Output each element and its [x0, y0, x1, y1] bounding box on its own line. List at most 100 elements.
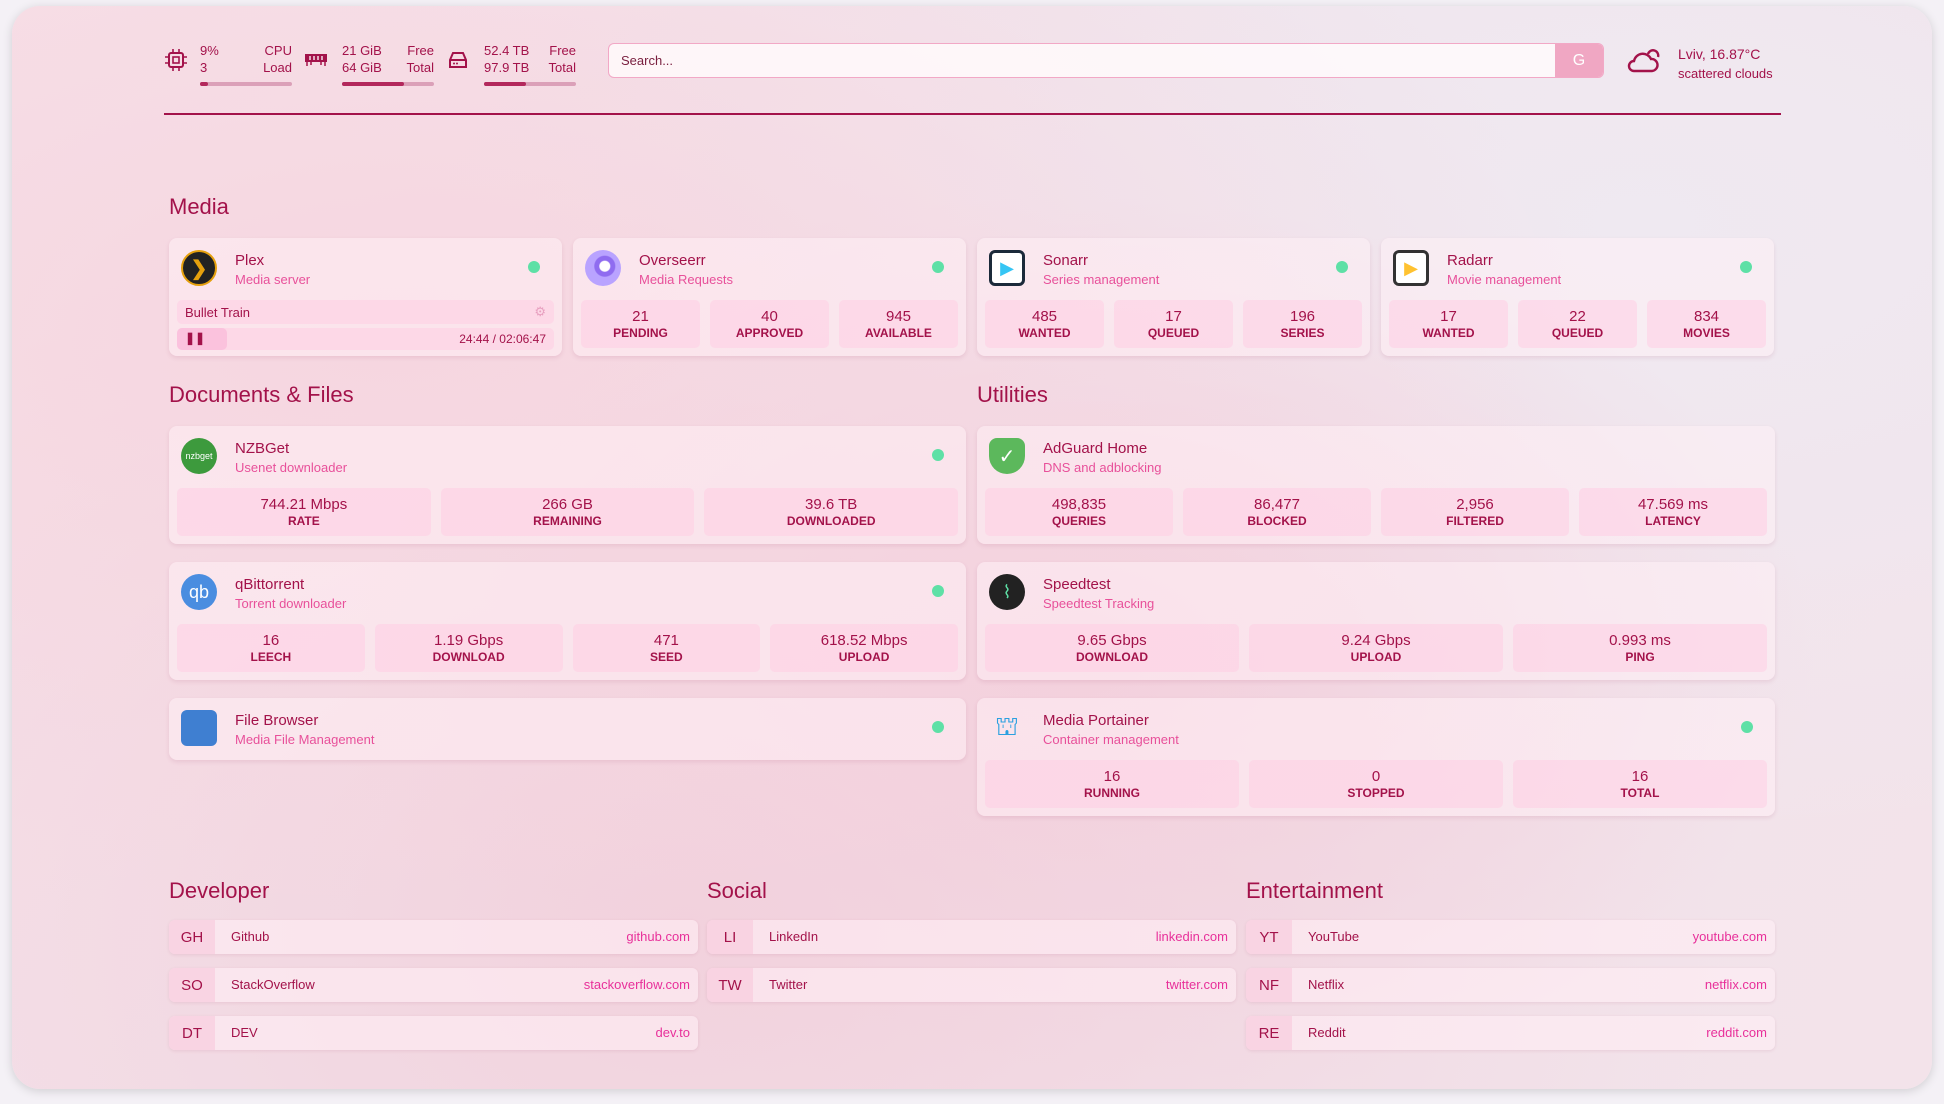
- service-description: DNS and adblocking: [1043, 460, 1162, 475]
- service-name: File Browser: [235, 712, 319, 729]
- bookmark-abbr: TW: [707, 968, 753, 1002]
- dashboard: 9% 3 CPU Load 21 GiB 64 GiB Free Total 52.4 …: [12, 6, 1932, 1089]
- bookmark-name: Netflix: [1308, 977, 1345, 992]
- sonarr-icon: ▶: [989, 250, 1025, 286]
- cpu-value: 9%: [200, 43, 219, 58]
- service-name: AdGuard Home: [1043, 440, 1148, 457]
- service-card-radarr[interactable]: ▶ Radarr Movie management 17 WANTED 22 QUEUE…: [1381, 238, 1774, 356]
- playback-time: 24:44 / 02:06:47: [459, 332, 546, 346]
- stat-value: 498,835: [1051, 496, 1107, 513]
- bookmark-netflix[interactable]: NF Netflix netflix.com: [1246, 968, 1775, 1002]
- status-dot: [932, 449, 944, 461]
- stat-value: 39.6 TB: [805, 496, 858, 513]
- stats-row: 17 WANTED 22 QUEUED 834 MOVIES: [1389, 300, 1766, 348]
- stat-block: 47.569 ms LATENCY: [1579, 488, 1767, 536]
- stat-block: 9.65 Gbps DOWNLOAD: [985, 624, 1239, 672]
- service-card-file-browser[interactable]: File Browser Media File Management: [169, 698, 966, 760]
- section-title-utilities: Utilities: [977, 382, 1048, 407]
- service-name: Sonarr: [1043, 252, 1089, 269]
- bookmark-name: StackOverflow: [231, 977, 315, 992]
- search-input[interactable]: [609, 44, 1549, 77]
- service-description: Series management: [1043, 272, 1160, 287]
- bookmark-url: dev.to: [655, 1025, 690, 1040]
- service-card-speedtest[interactable]: ⌇ Speedtest Speedtest Tracking 9.65 Gbps D…: [977, 562, 1775, 680]
- stat-label: WANTED: [1018, 326, 1071, 340]
- bookmark-url: linkedin.com: [1155, 929, 1228, 944]
- stat-label: LATENCY: [1645, 514, 1701, 528]
- search-provider-button[interactable]: G: [1555, 44, 1603, 77]
- bookmark-abbr: GH: [169, 920, 215, 954]
- bookmark-abbr: YT: [1246, 920, 1292, 954]
- weather-widget: Lviv, 16.87°C scattered clouds: [1678, 44, 1773, 84]
- section-title-documents: Documents & Files: [169, 382, 354, 407]
- stat-block: 498,835 QUERIES: [985, 488, 1173, 536]
- disk-label: Free: [549, 43, 576, 58]
- bookmark-youtube[interactable]: YT YouTube youtube.com: [1246, 920, 1775, 954]
- service-card-nzbget[interactable]: nzbget NZBGet Usenet downloader 744.21 Mb…: [169, 426, 966, 544]
- disk-free: 52.4 TB: [484, 43, 530, 58]
- stat-block: 86,477 BLOCKED: [1183, 488, 1371, 536]
- service-description: Torrent downloader: [235, 596, 347, 611]
- header-divider: [164, 113, 1781, 115]
- bookmark-dev[interactable]: DT DEV dev.to: [169, 1016, 698, 1050]
- stat-block: 945 AVAILABLE: [839, 300, 958, 348]
- bookmark-url: youtube.com: [1692, 929, 1767, 944]
- bookmark-stackoverflow[interactable]: SO StackOverflow stackoverflow.com: [169, 968, 698, 1002]
- stat-block: 196 SERIES: [1243, 300, 1362, 348]
- service-card-plex[interactable]: ❯ Plex Media server Bullet Train ⚙ ❚❚ 24…: [169, 238, 562, 356]
- bookmark-name: LinkedIn: [769, 929, 819, 944]
- qbittorrent-icon: qb: [181, 574, 217, 610]
- service-description: Movie management: [1447, 272, 1562, 287]
- bookmark-reddit[interactable]: RE Reddit reddit.com: [1246, 1016, 1775, 1050]
- service-name: NZBGet: [235, 440, 290, 457]
- cpu-bar: [200, 82, 292, 86]
- stat-block: 0 STOPPED: [1249, 760, 1503, 808]
- bookmark-name: Github: [231, 929, 270, 944]
- bookmark-url: stackoverflow.com: [583, 977, 690, 992]
- section-title-media: Media: [169, 194, 229, 219]
- bookmark-github[interactable]: GH Github github.com: [169, 920, 698, 954]
- service-card-overseerr[interactable]: Overseerr Media Requests 21 PENDING 40 APPRO…: [573, 238, 966, 356]
- service-card-adguard-home[interactable]: ✓ AdGuard Home DNS and adblocking 498,835…: [977, 426, 1775, 544]
- bookmark-url: netflix.com: [1704, 977, 1767, 992]
- bookmark-abbr: SO: [169, 968, 215, 1002]
- settings-icon[interactable]: ⚙: [534, 304, 546, 319]
- stat-label: PING: [1625, 650, 1655, 664]
- disk-total: 97.9 TB: [484, 60, 530, 75]
- stat-label: REMAINING: [533, 514, 602, 528]
- stat-value: 17: [1440, 308, 1457, 325]
- bookmark-abbr: DT: [169, 1016, 215, 1050]
- bookmark-twitter[interactable]: TW Twitter twitter.com: [707, 968, 1236, 1002]
- service-card-media-portainer[interactable]: ⛫ Media Portainer Container management 16…: [977, 698, 1775, 816]
- now-playing-title: Bullet Train: [185, 305, 251, 320]
- stat-block: 17 WANTED: [1389, 300, 1508, 348]
- memory-label: Free: [407, 43, 434, 58]
- stat-label: MOVIES: [1683, 326, 1730, 340]
- stat-block: 834 MOVIES: [1647, 300, 1766, 348]
- stat-label: DOWNLOAD: [1076, 650, 1148, 664]
- bookmark-linkedin[interactable]: LI LinkedIn linkedin.com: [707, 920, 1236, 954]
- plex-icon: ❯: [181, 250, 217, 286]
- stat-block: 2,956 FILTERED: [1381, 488, 1569, 536]
- stats-row: 485 WANTED 17 QUEUED 196 SERIES: [985, 300, 1362, 348]
- stats-row: 16 LEECH 1.19 Gbps DOWNLOAD 471 SEED 618.52 Mb…: [177, 624, 958, 672]
- nzbget-icon: nzbget: [181, 438, 217, 474]
- stat-value: 485: [1031, 308, 1058, 325]
- bookmark-name: YouTube: [1308, 929, 1360, 944]
- stat-block: 9.24 Gbps UPLOAD: [1249, 624, 1503, 672]
- service-card-qbittorrent[interactable]: qb qBittorrent Torrent downloader 16 LEECH…: [169, 562, 966, 680]
- stat-value: 2,956: [1456, 496, 1494, 513]
- bookmark-url: twitter.com: [1165, 977, 1228, 992]
- section-title-social: Social: [707, 878, 767, 903]
- cpu-label: CPU: [264, 43, 292, 58]
- stat-value: 834: [1693, 308, 1720, 325]
- stat-block: 16 RUNNING: [985, 760, 1239, 808]
- service-description: Speedtest Tracking: [1043, 596, 1155, 611]
- section-title-developer: Developer: [169, 878, 270, 903]
- pause-button[interactable]: ❚❚: [177, 328, 227, 350]
- service-card-sonarr[interactable]: ▶ Sonarr Series management 485 WANTED 17 QUE…: [977, 238, 1370, 356]
- stat-block: 22 QUEUED: [1518, 300, 1637, 348]
- stat-label: APPROVED: [735, 326, 804, 340]
- stat-value: 0: [1371, 768, 1381, 785]
- bookmark-name: Twitter: [769, 977, 808, 992]
